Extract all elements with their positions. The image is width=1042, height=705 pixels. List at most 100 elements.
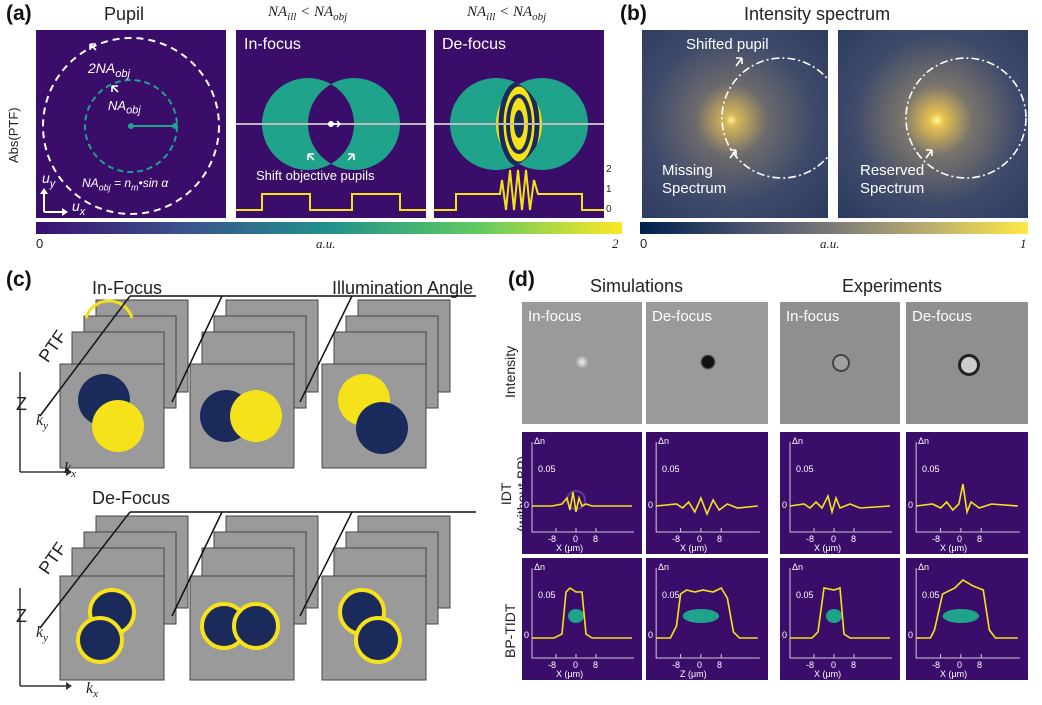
arrow-icon: [925, 149, 933, 159]
profile-plot: [531, 442, 634, 533]
y-tick-label: 0: [908, 630, 914, 640]
panel-d-label: (d): [508, 268, 535, 291]
plot-axis: [789, 442, 892, 533]
in-focus-profile: [236, 193, 426, 211]
delta-n-label: Δn: [658, 562, 670, 572]
reconstruction-blob: [568, 609, 584, 623]
missing-spectrum-label: Missing Spectrum: [662, 162, 727, 197]
x-tick-label: -8: [806, 534, 815, 544]
colorbar-b: [640, 222, 1028, 234]
de-focus-profile: [434, 169, 604, 211]
de-focus-ptf-image: De-focus: [434, 30, 604, 218]
bptidt-sim-infocus: Δn 0.05 0 -8 0 8 X (μm): [522, 558, 642, 680]
intensity-spectrum-title: Intensity spectrum: [744, 4, 891, 24]
defocus-label: De-focus: [912, 308, 973, 325]
profile-plot: [915, 568, 1020, 659]
refractive-index-profile: [656, 586, 758, 639]
x-axis-label: X (μm): [940, 669, 968, 679]
row-label-bp-tidt: BP-TIDT: [502, 603, 518, 658]
de-focus-stacks: [39, 511, 476, 681]
x-tick-label: -8: [672, 534, 681, 544]
pupil-circle: [905, 57, 1027, 179]
panel-c-label: (c): [6, 268, 32, 291]
y-tick-label: 0.05: [662, 464, 680, 474]
panel-a-label: (a): [6, 2, 32, 25]
x-tick-label: 8: [851, 534, 857, 544]
reconstruction-blob: [826, 609, 842, 623]
de-focus-diagram: [434, 78, 604, 211]
plot-axis: [655, 442, 760, 533]
plot-axis: [789, 568, 892, 659]
pupil-diagram: [40, 37, 220, 216]
arrow-icon: [735, 57, 743, 67]
axis-arrow-icon: [66, 682, 72, 690]
axis-arrow-icon: [62, 208, 68, 216]
na-label: NAobj: [108, 98, 141, 117]
intensity-exp-infocus: In-focus: [780, 302, 900, 424]
x-axis-label: X (μm): [680, 543, 708, 553]
idt-sim-infocus: Δn 0.05 0 -8 0 8 X (μm): [522, 432, 642, 554]
in-focus-label: In-focus: [244, 36, 301, 53]
y-tick-label: 0: [782, 630, 788, 640]
stack-1: [59, 299, 189, 469]
plot-axis: [531, 442, 634, 533]
de-focus-label: De-focus: [442, 36, 507, 53]
bptidt-sim-defocus: Δn 0.05 0 -8 0 8 Z (μm): [646, 558, 768, 680]
shifted-pupil-circle: [721, 57, 843, 179]
colorbar-b-min: 0: [640, 236, 648, 251]
x-axis-label: X (μm): [940, 543, 968, 553]
na2-label: 2NAobj: [88, 60, 130, 80]
x-tick-label: 0: [957, 534, 963, 544]
panel-b-label: (b): [620, 2, 647, 25]
intensity-exp-defocus: De-focus: [906, 302, 1028, 424]
shifted-pupil-label: Shifted pupil: [686, 36, 769, 53]
idt-exp-infocus: Δn 0.05 0 -8 0 8 X (μm): [780, 432, 900, 554]
arrow-icon: [347, 153, 355, 161]
axis-arrow-icon: [66, 468, 72, 476]
axis-arrow-icon: [40, 188, 48, 194]
stack-4: [59, 515, 189, 681]
refractive-index-profile: [789, 493, 891, 516]
idt-exp-defocus: Δn 0.05 0 -8 0 8 X (μm): [906, 432, 1028, 554]
x-tick-label: -8: [672, 660, 681, 670]
colorbar-a-min: 0: [36, 236, 44, 251]
bptidt-exp-infocus: Δn 0.05 0 -8 0 8 X (μm): [780, 558, 900, 680]
arrow-icon: [89, 43, 97, 51]
abs-ptf-axis-label: Abs(PTF): [6, 107, 21, 163]
x-tick-label: 8: [593, 534, 599, 544]
outer-pupil-circle: [42, 37, 220, 215]
y-tick-label: 0.05: [922, 464, 940, 474]
ux-label: ux: [72, 198, 86, 218]
pupil-title: Pupil: [104, 4, 145, 24]
y-tick-label: 0.05: [538, 464, 556, 474]
reserved-spectrum-label: Reserved Spectrum: [860, 162, 925, 197]
pupil-overlap: [308, 78, 354, 170]
stack-6: [321, 515, 451, 681]
delta-n-label: Δn: [534, 562, 546, 572]
profile-plot: [789, 442, 892, 533]
x-tick-label: -8: [932, 534, 941, 544]
y-tick-label: 0.05: [796, 590, 814, 600]
pupil-image: 2NAobj NAobj NAobj = nm•sin α uy ux: [36, 30, 226, 218]
refractive-index-profile: [532, 491, 632, 513]
x-tick-label: 0: [697, 534, 703, 544]
colorbar-a: [36, 222, 622, 234]
refractive-index-profile: [916, 483, 1018, 516]
kx-label-bottom: kx: [86, 680, 98, 701]
bptidt-exp-defocus: Δn 0.05 0 -8 0 8 X (μm): [906, 558, 1028, 680]
condition-title-2: NAill < NAobj: [467, 4, 547, 23]
uy-label: uy: [42, 170, 56, 190]
plot-axis: [655, 568, 760, 659]
refractive-index-profile: [532, 586, 632, 639]
profile-plot: [531, 568, 634, 659]
profile-plot: [915, 442, 1020, 533]
in-focus-stacks: [39, 295, 476, 469]
colorbar-b-mid: a.u.: [820, 236, 840, 251]
x-tick-label: 0: [573, 534, 579, 544]
x-axis-label: Z (μm): [680, 669, 707, 679]
arrow-icon: [729, 149, 737, 159]
delta-n-label: Δn: [792, 562, 804, 572]
colorbar-b-max: 1: [1020, 236, 1027, 251]
y-tick-label: 0: [908, 500, 914, 510]
condition-title-1: NAill < NAobj: [268, 4, 348, 23]
